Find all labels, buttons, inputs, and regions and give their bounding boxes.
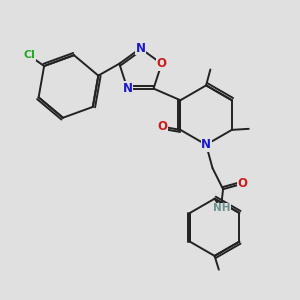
Text: N: N — [136, 42, 146, 55]
Text: Cl: Cl — [23, 50, 35, 61]
Text: NH: NH — [213, 203, 231, 213]
Text: O: O — [158, 120, 167, 133]
Text: N: N — [122, 82, 132, 95]
Text: O: O — [157, 57, 166, 70]
Text: N: N — [201, 138, 211, 151]
Text: O: O — [237, 177, 247, 190]
